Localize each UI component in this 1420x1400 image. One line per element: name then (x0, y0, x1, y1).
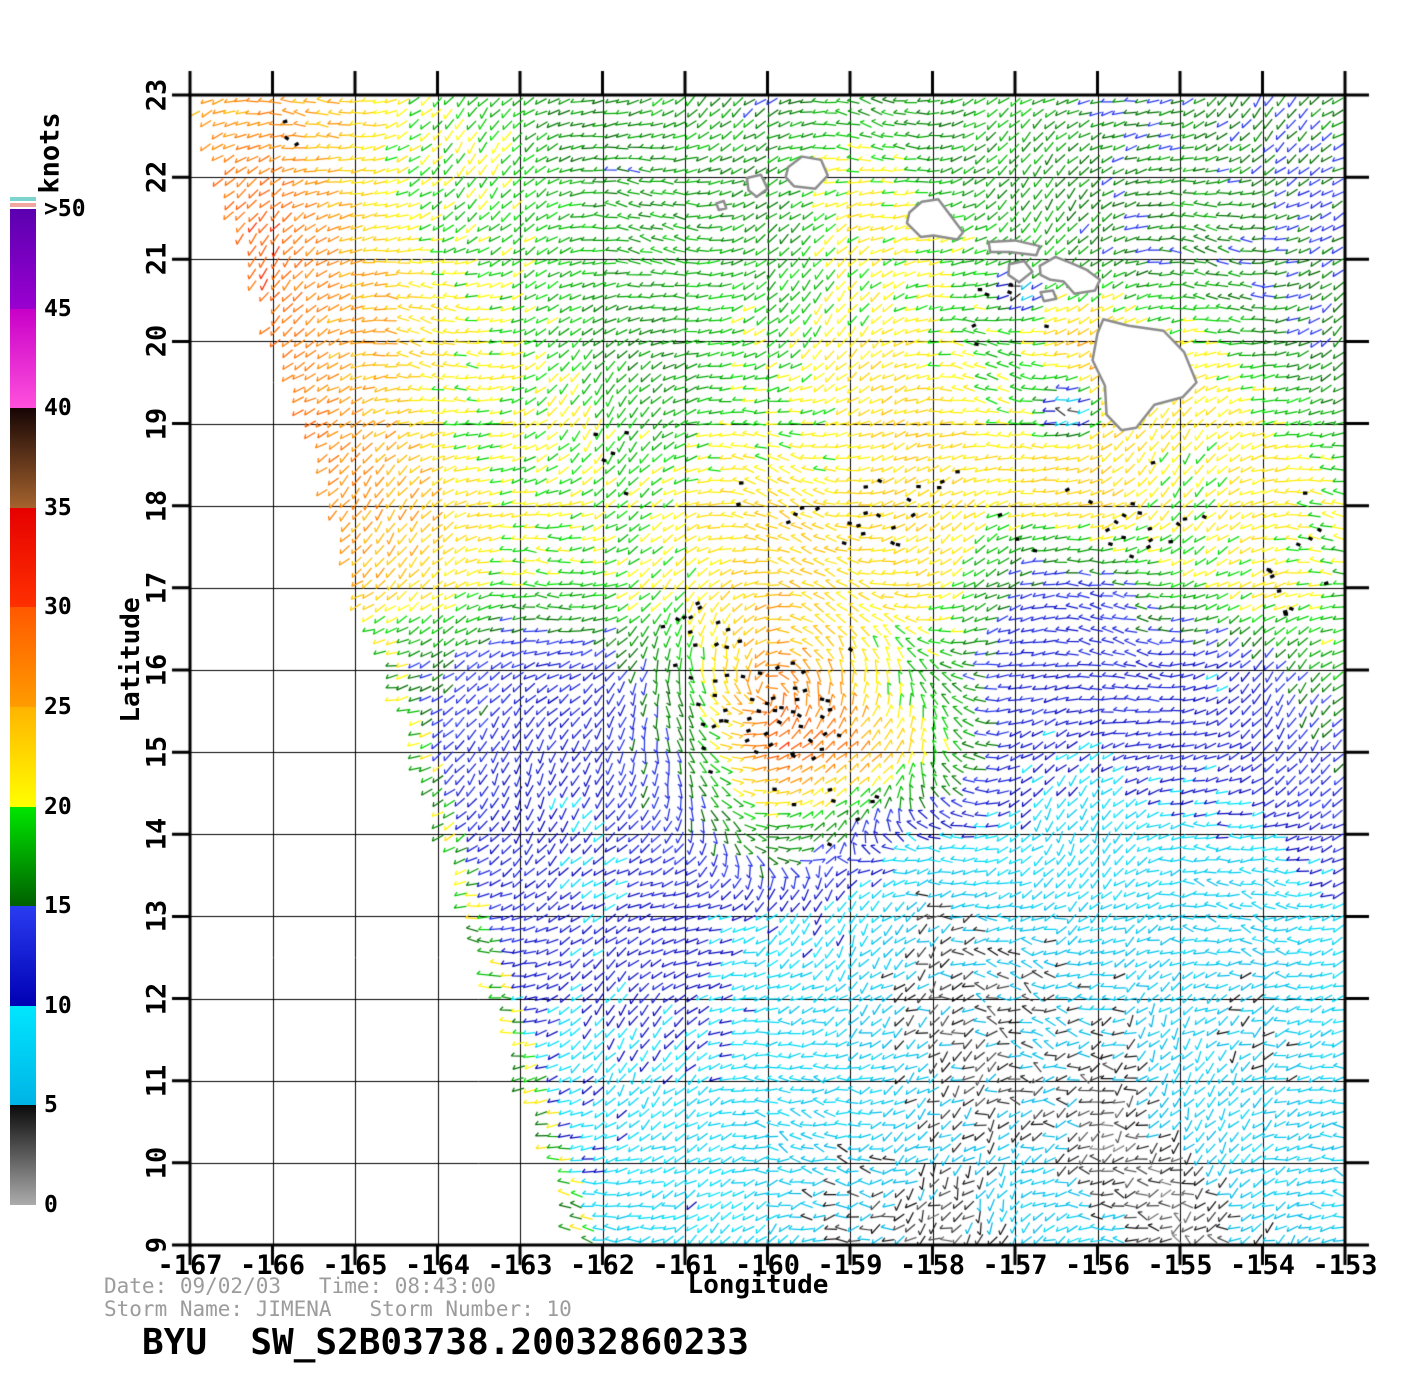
footer-product-id: BYU SW_S2B03738.20032860233 (142, 1322, 749, 1363)
x-tick-label: -155 (1147, 1250, 1213, 1281)
colorbar-tick-label: 30 (44, 594, 72, 621)
colorbar-tick-label: 45 (44, 295, 72, 322)
colorbar-tick-label: 40 (44, 395, 72, 422)
colorbar-tick-label: 10 (44, 992, 72, 1019)
y-tick-label: 14 (141, 818, 173, 851)
x-tick-label: -154 (1229, 1250, 1296, 1281)
colorbar-segment (10, 1005, 36, 1106)
x-tick-label: -162 (569, 1250, 636, 1281)
x-tick-label: -156 (1064, 1250, 1131, 1281)
y-tick-label: 18 (141, 489, 173, 522)
y-tick-label: 22 (141, 160, 173, 194)
y-tick-label: 16 (141, 653, 173, 687)
colorbar-overflow-stripe (10, 197, 36, 201)
colorbar-segment (10, 706, 36, 807)
colorbar-segment (10, 507, 36, 608)
y-tick-label: 15 (141, 735, 173, 769)
colorbar-segment (10, 1105, 36, 1205)
colorbar-segment (10, 607, 36, 707)
colorbar-segment (10, 408, 36, 508)
y-tick-label: 19 (141, 407, 173, 440)
y-tick-label: 21 (141, 243, 173, 276)
footer-date-time: Date: 09/02/03 Time: 08:43:00 (104, 1274, 496, 1298)
x-tick-label: -153 (1312, 1250, 1378, 1281)
colorbar-tick-label: 15 (44, 893, 72, 920)
x-tick-label: -163 (487, 1250, 553, 1281)
x-tick-label: -161 (652, 1250, 718, 1281)
x-tick-label: -160 (734, 1250, 801, 1281)
colorbar-tick-label: 20 (44, 793, 72, 820)
x-tick-label: -158 (899, 1250, 966, 1281)
x-tick-label: -159 (817, 1250, 883, 1281)
footer-storm-info: Storm Name: JIMENA Storm Number: 10 (104, 1297, 572, 1321)
colorbar-segment (10, 308, 36, 409)
y-tick-label: 9 (141, 1236, 173, 1254)
y-tick-label: 10 (141, 1146, 173, 1180)
colorbar-tick-label: 25 (44, 694, 72, 720)
x-tick-label: -164 (404, 1250, 471, 1281)
y-tick-label: 17 (141, 571, 173, 605)
y-tick-label: 23 (141, 78, 173, 112)
colorbar (10, 197, 36, 1205)
x-axis-title: Longitude (687, 1270, 829, 1300)
y-tick-label: 11 (141, 1064, 173, 1097)
colorbar-tick-label: 5 (44, 1092, 58, 1119)
colorbar-segment (10, 209, 36, 309)
x-tick-label: -167 (157, 1250, 223, 1281)
y-tick-label: 12 (141, 982, 173, 1015)
colorbar-tick-label: >50 (44, 196, 86, 222)
y-tick-label: 13 (141, 900, 173, 933)
colorbar-overflow-stripe (10, 203, 36, 207)
colorbar-units-label: knots (34, 112, 66, 194)
y-tick-label: 20 (141, 325, 173, 358)
x-tick-label: -166 (239, 1250, 306, 1281)
x-tick-label: -165 (322, 1250, 388, 1281)
colorbar-tick-label: 0 (44, 1192, 58, 1218)
colorbar-segment (10, 906, 36, 1006)
x-tick-label: -157 (982, 1250, 1048, 1281)
colorbar-segment (10, 806, 36, 907)
colorbar-tick-label: 35 (44, 494, 72, 521)
